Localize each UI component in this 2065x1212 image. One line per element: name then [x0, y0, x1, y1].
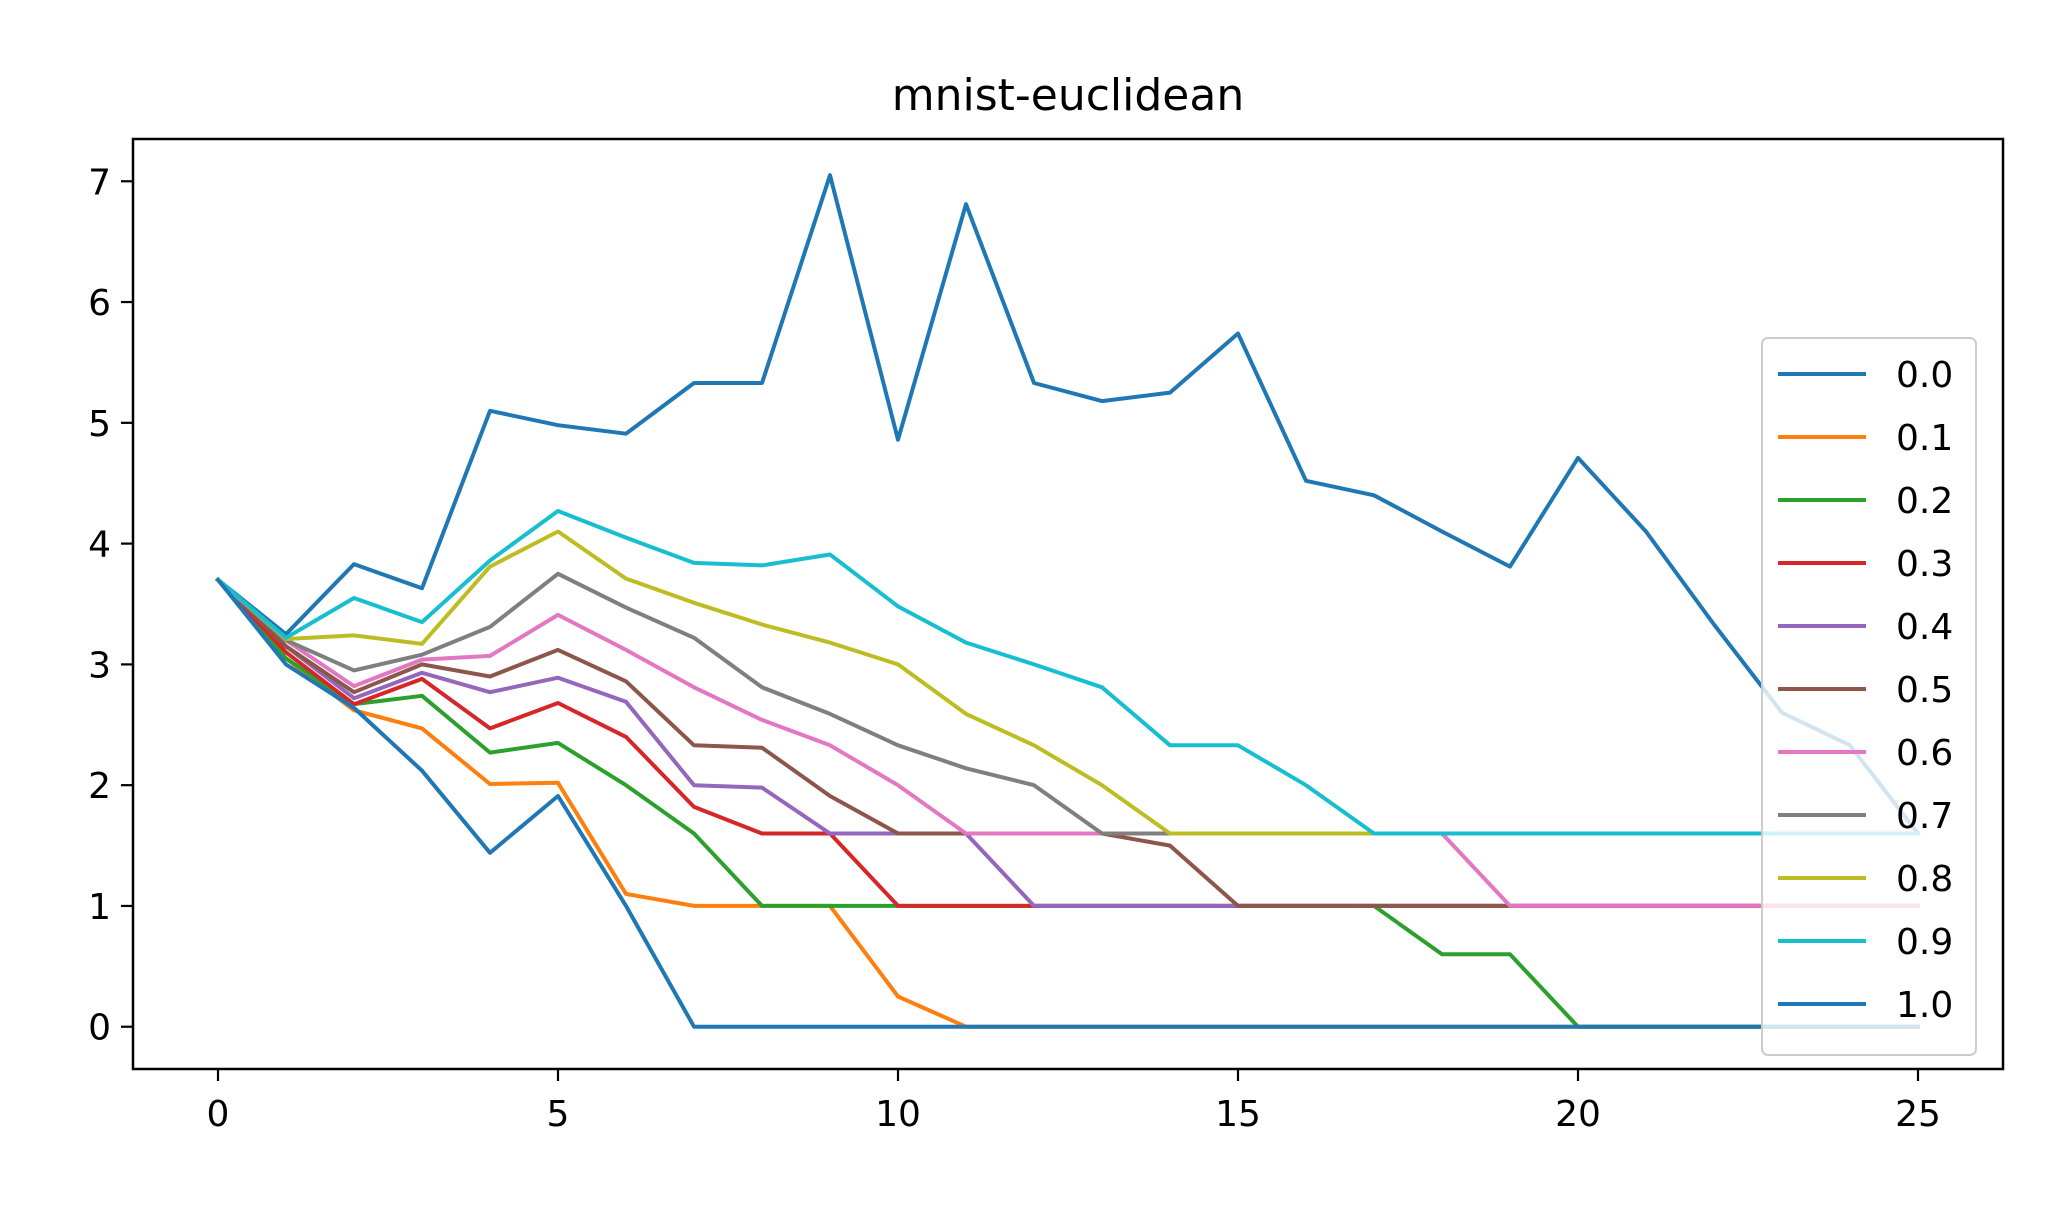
legend-box: [1761, 337, 1977, 1056]
y-tick-label: 1: [88, 887, 111, 928]
y-tick-label: 7: [88, 162, 111, 203]
legend-label: 0.8: [1896, 859, 1953, 900]
x-tick-label: 20: [1555, 1094, 1601, 1135]
legend-label: 0.6: [1896, 733, 1953, 774]
series-lines: [215, 173, 1921, 1029]
plot-frame: [131, 137, 2005, 1071]
legend-label: 0.5: [1896, 670, 1953, 711]
y-tick-label: 0: [88, 1008, 111, 1049]
x-tick-label: 25: [1895, 1094, 1941, 1135]
x-tick-label: 5: [547, 1094, 570, 1135]
chart-title: mnist-euclidean: [892, 70, 1244, 121]
x-axis: 0 5 10 15 20 25: [207, 1069, 1941, 1135]
series-line-0.0: [215, 173, 1921, 837]
legend-label: 0.2: [1896, 481, 1953, 522]
legend-label: 0.1: [1896, 418, 1953, 459]
y-tick-label: 6: [88, 283, 111, 324]
legend-label: 0.7: [1896, 796, 1953, 837]
x-tick-label: 10: [875, 1094, 921, 1135]
y-tick-label: 4: [88, 525, 111, 566]
series-line-1.0: [215, 576, 1920, 1029]
legend-label: 0.0: [1896, 355, 1953, 396]
legend-label: 0.3: [1896, 544, 1953, 585]
y-axis: 0 1 2 3 4 5 6 7: [88, 162, 133, 1049]
y-tick-label: 3: [88, 645, 111, 686]
y-tick-label: 5: [88, 404, 111, 445]
y-tick-label: 2: [88, 766, 111, 807]
legend-label: 0.4: [1896, 607, 1953, 648]
legend-label: 0.9: [1896, 922, 1953, 963]
x-tick-label: 0: [207, 1094, 230, 1135]
x-tick-label: 15: [1215, 1094, 1261, 1135]
legend: 0.0 0.1 0.2 0.3 0.4 0.5 0.6 0.7 0.8 0.9 1.0: [1761, 337, 1977, 1056]
series-line-0.9: [215, 509, 1920, 836]
series-line-0.6: [215, 576, 1920, 908]
legend-label: 1.0: [1896, 985, 1953, 1026]
